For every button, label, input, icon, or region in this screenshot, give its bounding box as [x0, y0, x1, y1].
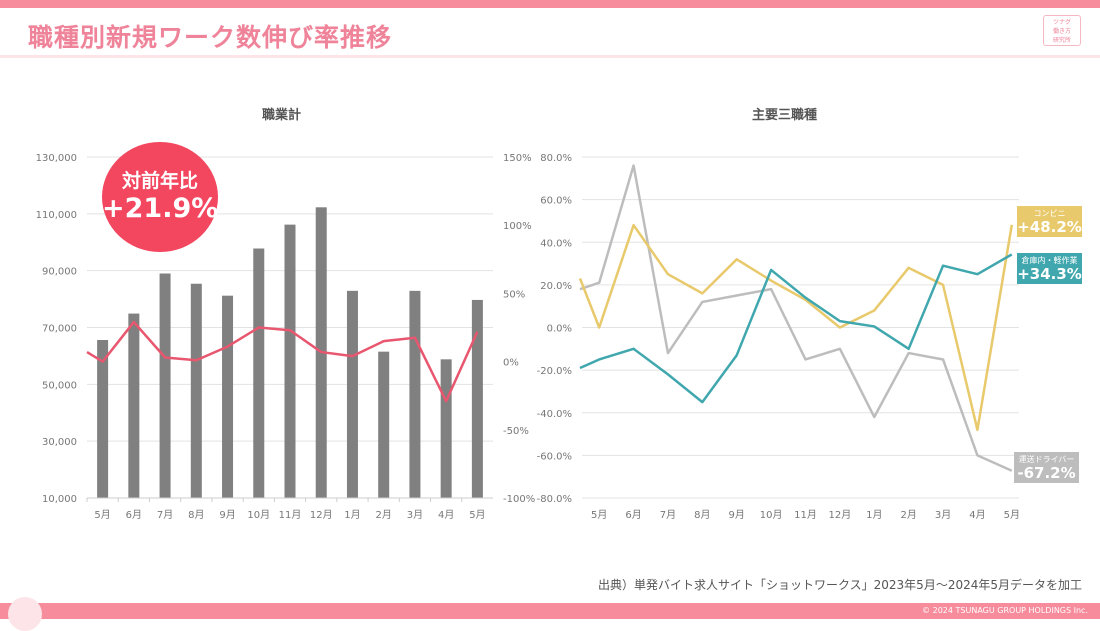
- bar: [409, 290, 421, 498]
- x-tick-label: 2月: [900, 509, 916, 521]
- y-tick-label: 40.0%: [540, 238, 572, 249]
- yoy-label: 対前年比: [121, 170, 198, 192]
- yoy-line: [86, 320, 479, 403]
- tag-driver: 運送ドライバー -67.2%: [1014, 452, 1079, 483]
- y-tick-label: -40.0%: [537, 409, 572, 420]
- bar: [440, 359, 452, 498]
- x-tick-label: 9月: [219, 509, 235, 521]
- y-tick-label: 60.0%: [540, 196, 572, 207]
- source-note: 出典）単発バイト求人サイト「ショットワークス」2023年5月～2024年5月デー…: [598, 578, 1082, 592]
- x-tick-label: 7月: [660, 509, 676, 521]
- logo-line: ツナグ: [1052, 19, 1071, 26]
- x-tick-label: 4月: [438, 509, 454, 521]
- x-tick-label: 5月: [469, 509, 485, 521]
- bar: [97, 340, 109, 498]
- x-tick-label: 3月: [407, 509, 423, 521]
- x-tick-label: 7月: [157, 509, 173, 521]
- x-tick-label: 2月: [376, 509, 392, 521]
- tag-warehouse: 倉庫内・軽作業 +34.3%: [1017, 253, 1082, 284]
- corner-decoration: [8, 597, 42, 631]
- y-tick-label-left: 30,000: [42, 437, 77, 448]
- x-tick-label: 1月: [344, 509, 360, 521]
- x-tick-label: 5月: [1004, 509, 1020, 521]
- logo-line: 働き方: [1052, 28, 1071, 35]
- y-tick-label-right: 50%: [503, 289, 525, 300]
- x-tick-label: 3月: [935, 509, 951, 521]
- bar: [222, 295, 234, 498]
- y-tick-label: -80.0%: [537, 494, 572, 505]
- y-tick-label-left: 130,000: [36, 153, 77, 164]
- bar: [190, 283, 202, 498]
- bar: [159, 273, 171, 498]
- footer-band: [0, 603, 1100, 619]
- tag-value: -67.2%: [1017, 464, 1076, 482]
- y-tick-label: -20.0%: [537, 366, 572, 377]
- logo: ツナグ 働き方 研究所: [1043, 15, 1081, 46]
- y-tick-label-right: -50%: [503, 426, 529, 437]
- x-tick-label: 5月: [94, 509, 110, 521]
- bar: [284, 224, 296, 499]
- logo-line: 研究所: [1052, 37, 1071, 44]
- x-tick-label: 10月: [247, 509, 270, 521]
- yoy-value: +21.9%: [102, 193, 219, 224]
- bar: [128, 313, 140, 498]
- x-tick-label: 1月: [866, 509, 882, 521]
- tag-name: 運送ドライバー: [1018, 455, 1075, 464]
- x-tick-label: 5月: [591, 509, 607, 521]
- x-tick-label: 11月: [279, 509, 302, 521]
- title-divider: [0, 55, 1100, 58]
- y-tick-label-left: 50,000: [42, 380, 77, 391]
- yoy-badge: 対前年比 +21.9%: [102, 142, 218, 252]
- x-tick-label: 8月: [694, 509, 710, 521]
- y-tick-label-right: 150%: [503, 153, 532, 164]
- x-tick-label: 9月: [729, 509, 745, 521]
- right-chart-title: 主要三職種: [752, 108, 818, 123]
- y-tick-label-right: 100%: [503, 221, 532, 232]
- top-band: [0, 0, 1100, 8]
- left-chart-title: 職業計: [262, 108, 302, 123]
- y-tick-label-right: 0%: [503, 358, 519, 369]
- series-line: [579, 253, 1013, 404]
- y-tick-label: 20.0%: [540, 281, 572, 292]
- x-tick-label: 8月: [188, 509, 204, 521]
- series-line: [579, 164, 1013, 472]
- bar: [378, 351, 390, 498]
- page-title: 職種別新規ワーク数伸び率推移: [28, 23, 393, 52]
- x-tick-label: 11月: [794, 509, 817, 521]
- y-tick-label: 80.0%: [540, 153, 572, 164]
- x-tick-label: 12月: [829, 509, 852, 521]
- copyright: © 2024 TSUNAGU GROUP HOLDINGS Inc.: [922, 606, 1088, 615]
- tag-value: +48.2%: [1017, 218, 1082, 236]
- x-tick-label: 4月: [969, 509, 985, 521]
- y-tick-label-right: -100%: [503, 494, 535, 505]
- y-tick-label-left: 70,000: [42, 324, 77, 335]
- x-tick-label: 12月: [310, 509, 333, 521]
- y-tick-label: 0.0%: [547, 324, 572, 335]
- x-tick-label: 6月: [625, 509, 641, 521]
- y-tick-label: -60.0%: [537, 451, 572, 462]
- y-tick-label-left: 10,000: [42, 494, 77, 505]
- y-tick-label-left: 110,000: [36, 210, 77, 221]
- tag-convenience: コンビニ +48.2%: [1017, 206, 1082, 237]
- bar: [346, 290, 358, 498]
- bar: [253, 248, 265, 498]
- tag-name: 倉庫内・軽作業: [1021, 256, 1078, 265]
- x-tick-label: 10月: [760, 509, 783, 521]
- bar: [471, 299, 483, 498]
- tag-value: +34.3%: [1017, 265, 1082, 283]
- tag-name: コンビニ: [1033, 209, 1066, 218]
- y-tick-label-left: 90,000: [42, 267, 77, 278]
- x-tick-label: 6月: [126, 509, 142, 521]
